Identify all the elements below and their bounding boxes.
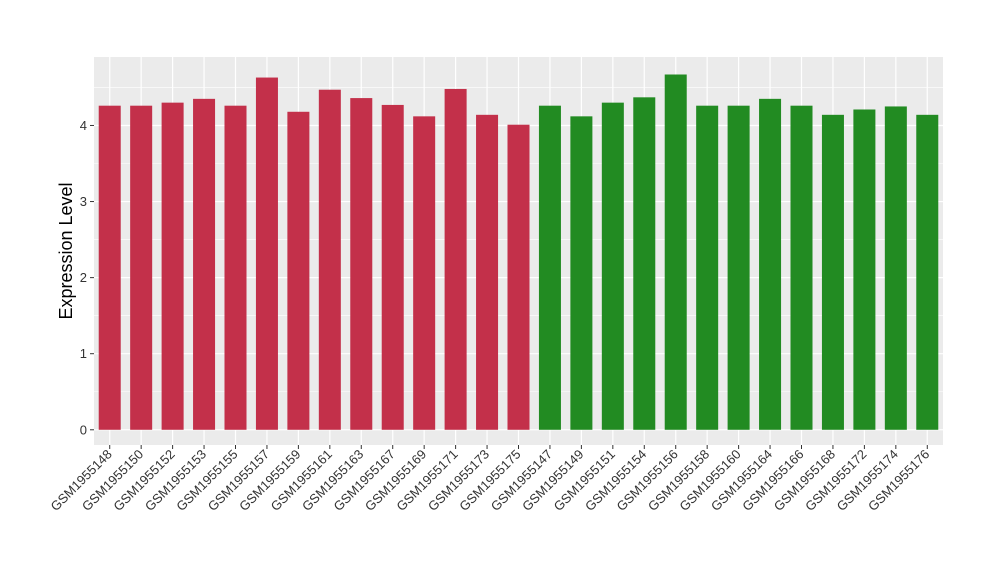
bar [224, 105, 247, 430]
bar [161, 102, 184, 430]
bar [759, 98, 782, 430]
bar [727, 105, 750, 430]
x-axis: GSM1955148GSM1955150GSM1955152GSM1955153… [48, 445, 932, 514]
bar [318, 89, 341, 430]
bar [413, 116, 436, 430]
y-tick-label: 2 [80, 270, 87, 285]
bar [507, 124, 530, 430]
y-axis-title: Expression Level [56, 182, 76, 319]
y-tick-label: 1 [80, 346, 87, 361]
y-tick-label: 0 [80, 422, 87, 437]
bar [884, 106, 907, 430]
y-tick-label: 4 [80, 118, 87, 133]
bar [476, 114, 499, 430]
y-tick-label: 3 [80, 194, 87, 209]
bar [193, 98, 216, 430]
bar [444, 88, 467, 430]
bar [255, 77, 278, 430]
bar [916, 114, 939, 430]
bar [287, 111, 310, 430]
bar [350, 98, 373, 430]
bar [790, 105, 813, 430]
bar [570, 116, 593, 430]
bar [538, 105, 561, 430]
bar [853, 109, 876, 430]
bar [821, 114, 844, 430]
bar [98, 105, 121, 430]
y-axis: 0 1 2 3 4 [80, 118, 94, 437]
bar [696, 105, 719, 430]
bar [381, 104, 404, 430]
bars [98, 74, 939, 430]
bar [633, 97, 656, 430]
bar [130, 105, 153, 430]
bar [601, 102, 624, 430]
bar [664, 74, 687, 430]
